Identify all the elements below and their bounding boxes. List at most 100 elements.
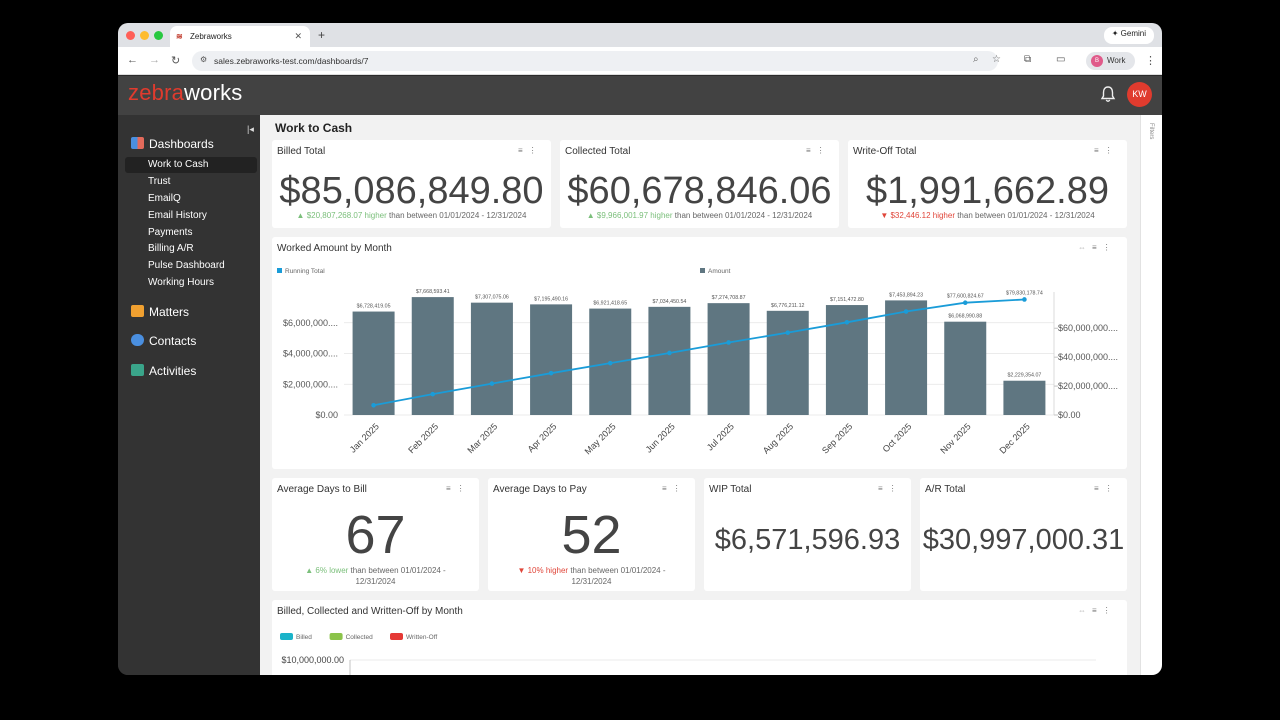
extensions-icon[interactable]: ⧉ bbox=[1024, 54, 1032, 65]
nav-activities[interactable]: Activities bbox=[131, 364, 196, 378]
nav-matters[interactable]: Matters bbox=[131, 305, 189, 319]
expand-icon[interactable]: ⇔ bbox=[1078, 243, 1092, 252]
more-icon[interactable]: ⋮ bbox=[816, 146, 831, 155]
running-total-point bbox=[726, 340, 731, 345]
kpi-value: $30,997,000.31 bbox=[922, 524, 1125, 556]
x-axis-tick: Aug 2025 bbox=[761, 421, 795, 455]
sidebar: |◂ Dashboards Work to Cash Trust EmailQ … bbox=[118, 115, 260, 675]
more-icon[interactable]: ⋮ bbox=[528, 146, 543, 155]
card-title: Average Days to Pay bbox=[493, 484, 587, 495]
card-actions: ≡⋮ bbox=[1094, 146, 1119, 155]
collapse-sidebar-icon[interactable]: |◂ bbox=[247, 124, 254, 134]
filters-panel-toggle[interactable]: Filters bbox=[1140, 115, 1162, 675]
nav-dashboards[interactable]: Dashboards bbox=[131, 137, 214, 151]
new-tab-icon[interactable]: + bbox=[318, 28, 326, 42]
card-actions: ⇔≡⋮ bbox=[1078, 606, 1117, 615]
running-total-point bbox=[430, 391, 436, 397]
url-text: sales.zebraworks-test.com/dashboards/7 bbox=[214, 56, 369, 66]
address-bar[interactable]: ⚙ sales.zebraworks-test.com/dashboards/7… bbox=[192, 51, 1001, 71]
browser-menu-icon[interactable]: ⋮ bbox=[1145, 55, 1156, 67]
contacts-icon bbox=[131, 334, 144, 346]
filter-icon[interactable]: ≡ bbox=[1094, 484, 1105, 493]
more-icon[interactable]: ⋮ bbox=[1104, 484, 1119, 493]
kpi-compare-date: 12/31/2024 bbox=[571, 577, 612, 586]
more-icon[interactable]: ⋮ bbox=[1104, 146, 1119, 155]
logo-part-a: zebra bbox=[128, 80, 185, 105]
sidebar-item-working-hours[interactable]: Working Hours bbox=[148, 277, 214, 288]
kpi-delta: ▲ $9,966,001.97 higher bbox=[586, 211, 673, 220]
sidebar-item-payments[interactable]: Payments bbox=[148, 227, 193, 238]
kpi-comparison: ▲ $20,807,268.07 higher than between 01/… bbox=[272, 210, 551, 221]
write-off-total-card: Write-Off Total ≡⋮ $1,991,662.89 ▼ $32,4… bbox=[848, 140, 1127, 228]
bar-value-label: $6,921,418.65 bbox=[593, 301, 627, 307]
more-icon[interactable]: ⋮ bbox=[888, 484, 903, 493]
bookmark-star-icon[interactable]: ☆ bbox=[992, 54, 1001, 65]
zoom-icon[interactable]: ⌕ bbox=[973, 54, 979, 65]
minimize-window-button[interactable] bbox=[140, 31, 149, 40]
bar-apr-2025 bbox=[530, 304, 573, 415]
browser-window: ≋ Zebraworks ✕ + ✦ Gemini ← → ↻ ⚙ sales.… bbox=[118, 23, 1162, 675]
wip-total-card: WIP Total ≡⋮ $6,571,596.93 bbox=[704, 478, 911, 591]
cast-icon[interactable]: ▭ bbox=[1056, 54, 1066, 65]
zoom-window-button[interactable] bbox=[154, 31, 163, 40]
card-actions: ≡⋮ bbox=[1094, 484, 1119, 493]
y-axis-right-tick: $40,000,000.... bbox=[1058, 352, 1118, 362]
site-info-icon[interactable]: ⚙ bbox=[200, 55, 208, 64]
kpi-compare-text: than between 01/01/2024 - 12/31/2024 bbox=[954, 211, 1095, 220]
more-icon[interactable]: ⋮ bbox=[1102, 606, 1117, 615]
expand-icon[interactable]: ⇔ bbox=[1078, 606, 1092, 615]
filter-icon[interactable]: ≡ bbox=[446, 484, 457, 493]
activities-icon bbox=[131, 364, 144, 376]
y-axis-left-tick: $10,000,000.00 bbox=[281, 655, 344, 665]
kpi-delta: ▼ $32,446.12 higher bbox=[880, 211, 955, 220]
average-days-to-bill-card: Average Days to Bill ≡⋮ 67 ▲ 6% lower th… bbox=[272, 478, 479, 591]
close-window-button[interactable] bbox=[126, 31, 135, 40]
kpi-compare-text: than between 01/01/2024 - bbox=[348, 566, 446, 575]
filter-icon[interactable]: ≡ bbox=[662, 484, 673, 493]
filter-icon[interactable]: ≡ bbox=[806, 146, 817, 155]
card-title: A/R Total bbox=[925, 484, 966, 495]
filter-icon[interactable]: ≡ bbox=[1092, 243, 1103, 252]
kpi-value: $6,571,596.93 bbox=[714, 524, 901, 556]
sidebar-item-emailq[interactable]: EmailQ bbox=[148, 193, 181, 204]
forward-icon[interactable]: → bbox=[149, 54, 160, 66]
kpi-comparison: ▲ $9,966,001.97 higher than between 01/0… bbox=[560, 210, 839, 221]
browser-tab[interactable]: ≋ Zebraworks ✕ bbox=[170, 26, 310, 47]
zebraworks-logo[interactable]: zebraworks bbox=[128, 80, 243, 106]
sidebar-item-work-to-cash[interactable]: Work to Cash bbox=[125, 157, 257, 173]
gemini-button[interactable]: ✦ Gemini bbox=[1103, 27, 1154, 44]
user-avatar[interactable]: KW bbox=[1127, 82, 1152, 107]
nav-contacts[interactable]: Contacts bbox=[131, 334, 196, 348]
kpi-delta: ▲ 6% lower bbox=[305, 566, 349, 575]
sidebar-item-email-history[interactable]: Email History bbox=[148, 210, 207, 221]
sidebar-item-billing-ar[interactable]: Billing A/R bbox=[148, 243, 194, 254]
average-days-to-pay-card: Average Days to Pay ≡⋮ 52 ▼ 10% higher t… bbox=[488, 478, 695, 591]
legend-billed: Billed bbox=[296, 634, 312, 641]
filter-icon[interactable]: ≡ bbox=[878, 484, 889, 493]
filter-icon[interactable]: ≡ bbox=[1094, 146, 1105, 155]
back-icon[interactable]: ← bbox=[127, 54, 138, 66]
running-total-line bbox=[373, 298, 1025, 407]
x-axis-tick: May 2025 bbox=[583, 421, 618, 456]
profile-button[interactable]: B Work bbox=[1086, 52, 1135, 70]
bar-value-label: $6,728,419.05 bbox=[357, 304, 391, 310]
sidebar-item-pulse-dashboard[interactable]: Pulse Dashboard bbox=[148, 260, 225, 271]
more-icon[interactable]: ⋮ bbox=[1102, 243, 1117, 252]
nav-contacts-label: Contacts bbox=[149, 334, 197, 348]
kpi-compare-text: than between 01/01/2024 - 12/31/2024 bbox=[386, 211, 527, 220]
close-tab-icon[interactable]: ✕ bbox=[294, 31, 302, 41]
card-actions: ≡⋮ bbox=[878, 484, 903, 493]
bar-dec-2025 bbox=[1003, 380, 1046, 415]
filter-icon[interactable]: ≡ bbox=[1092, 606, 1103, 615]
card-title: Collected Total bbox=[565, 146, 631, 157]
bar-aug-2025 bbox=[766, 310, 809, 415]
reload-icon[interactable]: ↻ bbox=[171, 55, 181, 67]
more-icon[interactable]: ⋮ bbox=[672, 484, 687, 493]
tab-title: Zebraworks bbox=[190, 32, 232, 41]
notifications-bell-icon[interactable] bbox=[1100, 86, 1116, 103]
sidebar-item-trust[interactable]: Trust bbox=[148, 176, 171, 187]
billed-collected-writtenoff-chart: Billed Collected Written-Off $10,000,000.00 bbox=[280, 633, 1096, 675]
running-total-label: $77,600,824.67 bbox=[947, 294, 984, 300]
more-icon[interactable]: ⋮ bbox=[456, 484, 471, 493]
filter-icon[interactable]: ≡ bbox=[518, 146, 529, 155]
